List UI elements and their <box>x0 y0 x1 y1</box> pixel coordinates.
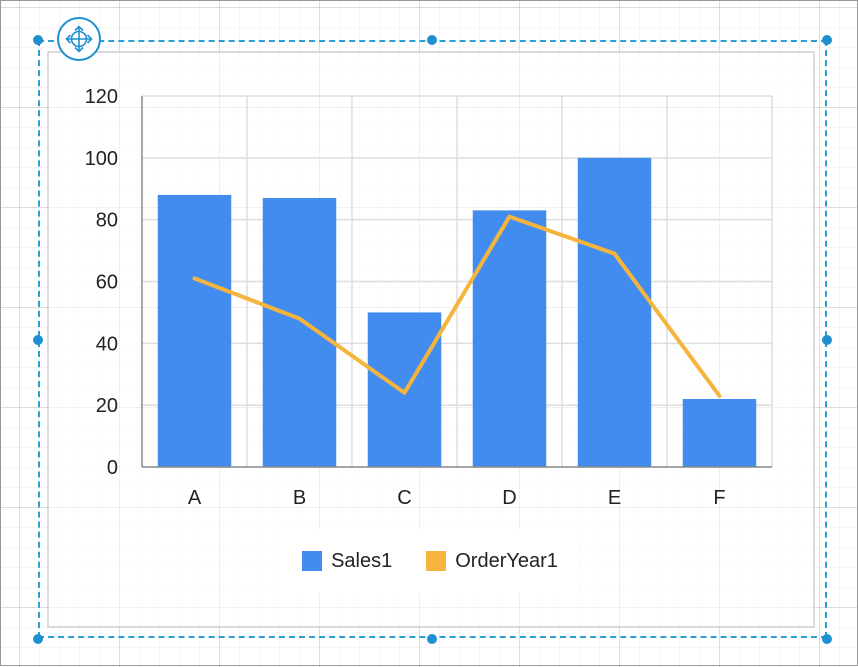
resize-handle-bottom-left[interactable] <box>33 634 43 644</box>
move-arrows-icon <box>64 24 94 54</box>
legend-item-orderyear1[interactable]: OrderYear1 <box>426 550 558 573</box>
resize-handle-bottom-right[interactable] <box>822 634 832 644</box>
legend-swatch-orderyear1 <box>426 551 446 571</box>
legend-swatch-sales1 <box>302 551 322 571</box>
resize-handle-middle-left[interactable] <box>33 335 43 345</box>
legend: Sales1 OrderYear1 <box>281 529 579 593</box>
legend-label: OrderYear1 <box>455 550 558 573</box>
move-handle[interactable] <box>57 17 101 61</box>
resize-handle-middle-right[interactable] <box>822 335 832 345</box>
resize-handle-bottom-center[interactable] <box>427 634 437 644</box>
resize-handle-top-right[interactable] <box>822 35 832 45</box>
legend-item-sales1[interactable]: Sales1 <box>302 550 392 573</box>
resize-handle-top-left[interactable] <box>33 35 43 45</box>
legend-label: Sales1 <box>331 550 392 573</box>
resize-handle-top-center[interactable] <box>427 35 437 45</box>
